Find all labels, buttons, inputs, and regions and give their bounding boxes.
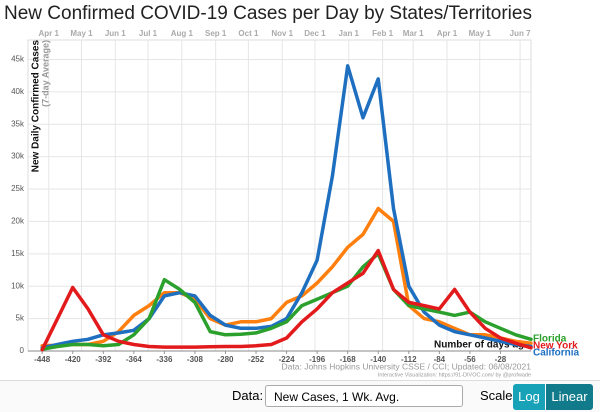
x-tick-label: -448 xyxy=(34,355,51,364)
scale-button[interactable]: Log xyxy=(513,384,545,410)
y-tick-label: 15k xyxy=(11,249,25,258)
y-tick-label: 40k xyxy=(11,87,25,96)
x-tick-label: -336 xyxy=(156,355,173,364)
top-tick-label: Apr 1 xyxy=(39,29,60,38)
y-axis-label: New Daily Confirmed Cases xyxy=(31,40,42,173)
data-label: Data: xyxy=(232,388,264,403)
x-tick-label: -196 xyxy=(309,355,326,364)
x-axis-label: Number of days ago xyxy=(434,340,530,351)
scale-label: Scale: xyxy=(480,388,517,403)
x-tick-label: -140 xyxy=(370,355,387,364)
top-tick-label: Sep 1 xyxy=(205,29,227,38)
y-axis-sublabel: (7-day Average) xyxy=(40,40,50,107)
data-select[interactable]: New Cases, 1 Wk. Avg. xyxy=(265,385,463,407)
series-label: New York xyxy=(533,341,578,352)
top-tick-label: May 1 xyxy=(469,29,492,38)
x-tick-label: -28 xyxy=(495,355,507,364)
y-tick-label: 35k xyxy=(11,119,25,128)
x-tick-label: -308 xyxy=(187,355,204,364)
series-line xyxy=(40,64,533,350)
x-tick-label: -84 xyxy=(434,355,446,364)
top-tick-label: May 1 xyxy=(70,29,93,38)
top-tick-label: Oct 1 xyxy=(238,29,259,38)
x-tick-label: -168 xyxy=(340,355,357,364)
x-tick-label: -56 xyxy=(464,355,476,364)
y-tick-label: 10k xyxy=(11,281,25,290)
x-tick-label: -224 xyxy=(279,355,296,364)
top-tick-label: Jun 1 xyxy=(105,29,126,38)
controls: Data: New Cases, 1 Wk. Avg. Scale: Log Li… xyxy=(0,380,600,412)
top-tick-label: Mar 1 xyxy=(403,29,424,38)
series-label: California xyxy=(533,348,580,359)
x-tick-label: -252 xyxy=(248,355,265,364)
top-tick-label: Dec 1 xyxy=(304,29,326,38)
y-tick-label: 30k xyxy=(11,152,25,161)
y-tick-label: 25k xyxy=(11,184,25,193)
chart: New Confirmed COVID-19 Cases per Day by … xyxy=(4,3,580,378)
top-tick-label: Jun 7 xyxy=(510,29,531,38)
source: Data: Johns Hopkins University CSSE / CC… xyxy=(282,361,532,371)
y-tick-label: 45k xyxy=(11,55,25,64)
y-tick-label: 5k xyxy=(16,314,25,323)
x-tick-label: -392 xyxy=(95,355,112,364)
x-tick-label: -420 xyxy=(65,355,82,364)
scale-button[interactable]: Linear xyxy=(546,384,593,410)
chart-title: New Confirmed COVID-19 Cases per Day by … xyxy=(4,3,532,24)
series-line xyxy=(40,248,533,352)
x-tick-label: -364 xyxy=(126,355,143,364)
top-tick-label: Nov 1 xyxy=(271,29,293,38)
series-label: Florida xyxy=(533,334,567,345)
credit: Interactive Visualization: https://91-DI… xyxy=(378,372,531,378)
series-line xyxy=(40,206,533,348)
top-tick-label: Jan 1 xyxy=(339,29,360,38)
top-tick-label: Apr 1 xyxy=(437,29,458,38)
plot-area xyxy=(27,39,532,352)
x-tick-label: -112 xyxy=(401,355,417,364)
top-tick-label: Feb 1 xyxy=(372,29,393,38)
top-tick-label: Aug 1 xyxy=(171,29,194,38)
top-tick-label: Jul 1 xyxy=(139,29,158,38)
x-tick-label: -280 xyxy=(217,355,234,364)
y-tick-label: 20k xyxy=(11,217,25,226)
y-tick-label: 0 xyxy=(20,346,25,355)
